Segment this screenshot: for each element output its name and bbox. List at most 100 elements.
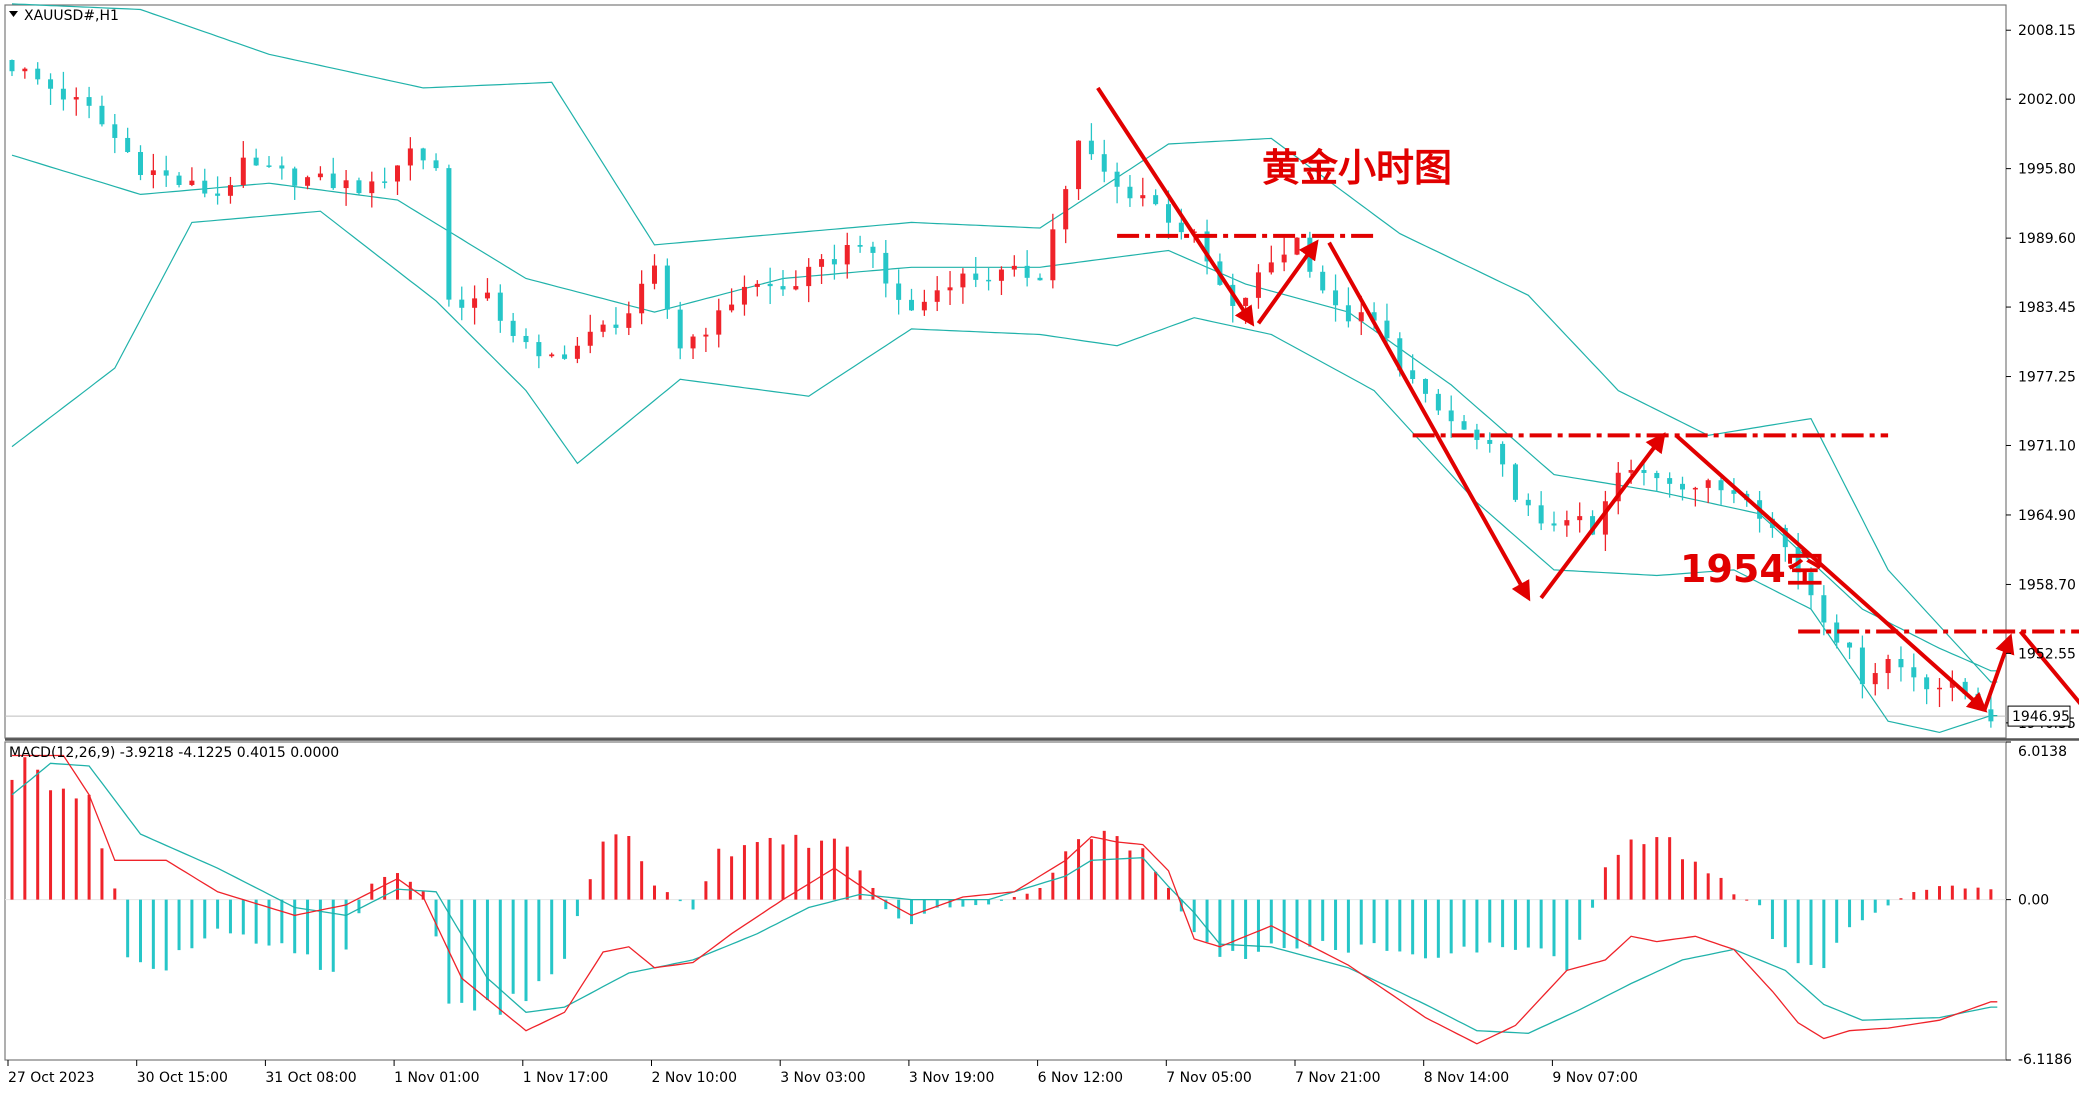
candle-body xyxy=(48,79,54,89)
macd-histogram-bar xyxy=(845,846,849,900)
candle-body xyxy=(1564,520,1570,526)
candle-body xyxy=(459,299,465,308)
candle-body xyxy=(806,266,812,287)
candle xyxy=(279,156,285,180)
candle xyxy=(1859,635,1865,699)
candle-body xyxy=(664,265,670,310)
candle xyxy=(1474,423,1480,450)
macd-histogram-bar xyxy=(794,834,798,900)
price-pane[interactable] xyxy=(4,4,2007,739)
candle xyxy=(356,177,362,195)
candle-body xyxy=(1204,231,1210,262)
candle-body xyxy=(1590,516,1596,535)
candle-body xyxy=(330,173,336,189)
macd-histogram-bar xyxy=(485,899,489,1001)
candle-body xyxy=(1538,505,1544,524)
macd-histogram-bar xyxy=(61,788,65,900)
candle-body xyxy=(1397,338,1403,371)
candle-body xyxy=(1949,681,1955,688)
candle-body xyxy=(793,286,799,290)
candle xyxy=(1037,273,1043,281)
candle-body xyxy=(729,304,735,311)
candle xyxy=(99,95,105,127)
macd-histogram-bar xyxy=(344,899,348,950)
macd-histogram-bar xyxy=(1989,889,1993,900)
candle xyxy=(163,155,169,187)
candle-body xyxy=(1127,186,1133,199)
candle xyxy=(626,301,632,336)
candle-body xyxy=(639,283,645,314)
candle xyxy=(1024,250,1030,287)
macd-histogram-bar xyxy=(1488,899,1492,943)
annotation-target: 1954空 xyxy=(1680,547,1824,591)
candle-body xyxy=(973,273,979,280)
candle xyxy=(1834,614,1840,649)
candle-body xyxy=(150,170,156,176)
candle xyxy=(9,59,15,77)
macd-histogram-bar xyxy=(177,899,181,951)
candle-body xyxy=(1692,487,1698,490)
candle-body xyxy=(1320,271,1326,291)
macd-histogram-bar xyxy=(1526,899,1530,948)
macd-histogram-bar xyxy=(1089,839,1093,900)
candle-body xyxy=(240,157,246,186)
candle-body xyxy=(1937,687,1942,690)
candle xyxy=(510,312,516,343)
candle-body xyxy=(754,283,760,287)
candle xyxy=(523,328,529,349)
candle-body xyxy=(1795,547,1801,573)
candle-body xyxy=(883,252,889,284)
macd-y-axis[interactable]: 6.0138 0.00 -6.1186 xyxy=(2006,741,2072,1068)
candle xyxy=(112,113,118,154)
macd-histogram-bar xyxy=(563,899,567,959)
macd-histogram-bar xyxy=(421,890,425,900)
candle xyxy=(1114,162,1120,204)
macd-histogram-bar xyxy=(293,899,297,954)
candle-body xyxy=(1011,265,1017,270)
candle xyxy=(215,176,221,205)
macd-histogram-bar xyxy=(151,899,155,969)
macd-histogram-bar xyxy=(1282,899,1286,949)
candle xyxy=(1294,237,1300,256)
macd-histogram-bar xyxy=(1308,899,1312,947)
macd-histogram-bar xyxy=(1758,899,1762,906)
candle xyxy=(870,241,876,268)
candle-body xyxy=(626,313,632,328)
candle xyxy=(1808,567,1814,609)
candle xyxy=(1204,219,1210,275)
candle xyxy=(343,169,349,206)
macd-histogram-bar xyxy=(640,861,644,900)
candle-body xyxy=(1551,523,1557,526)
macd-pane[interactable] xyxy=(4,741,2007,1061)
candle xyxy=(960,268,966,304)
collapse-triangle-icon[interactable] xyxy=(9,11,18,17)
macd-histogram-bar xyxy=(1706,873,1710,900)
candle xyxy=(587,314,593,354)
candle xyxy=(407,137,413,181)
price-y-axis[interactable]: 2008.15 2002.00 1995.80 1989.60 1983.45 1977.… xyxy=(2006,23,2076,732)
candle xyxy=(369,171,375,208)
candle-body xyxy=(292,168,298,186)
candle xyxy=(240,141,246,188)
candle xyxy=(189,167,195,187)
candle xyxy=(896,269,902,315)
candle-body xyxy=(1345,305,1351,322)
candle-body xyxy=(1512,464,1518,500)
candle xyxy=(22,67,28,79)
candle xyxy=(1937,678,1942,708)
candle-body xyxy=(896,283,902,300)
candle xyxy=(1153,189,1159,206)
candle xyxy=(1654,470,1660,492)
time-x-axis[interactable]: 27 Oct 2023 30 Oct 15:00 31 Oct 08:00 1 Nov… xyxy=(7,1060,1638,1086)
macd-histogram-bar xyxy=(434,899,438,937)
candle-body xyxy=(1024,265,1030,278)
candle-body xyxy=(1153,195,1159,205)
candle xyxy=(202,168,208,198)
macd-histogram-bar xyxy=(241,899,245,935)
candle xyxy=(1127,175,1133,207)
candle-body xyxy=(1988,709,1994,722)
candle xyxy=(921,289,927,316)
macd-histogram-bar xyxy=(1693,861,1697,900)
